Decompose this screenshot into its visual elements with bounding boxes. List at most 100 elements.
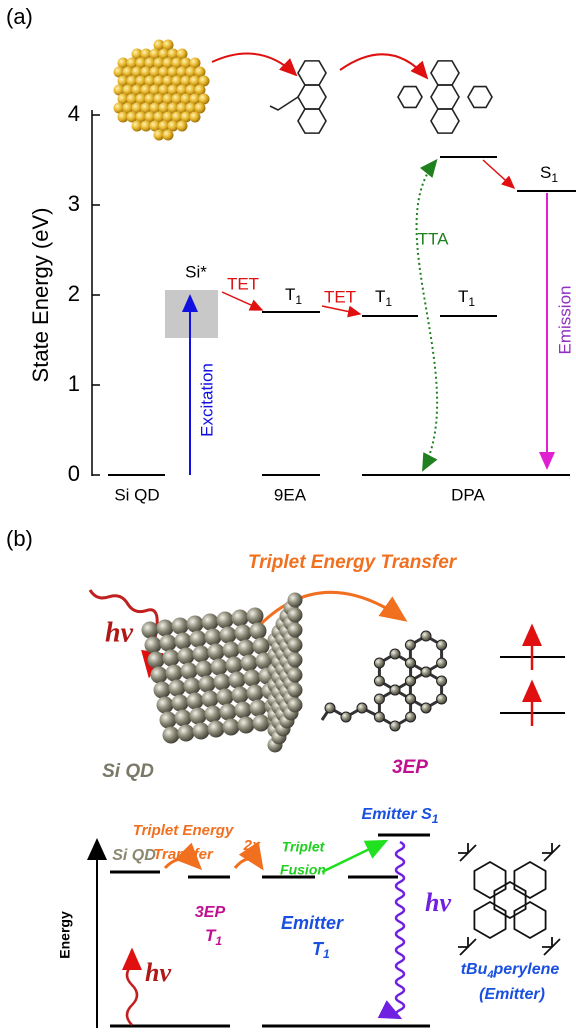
atom [158, 84, 170, 96]
atom [149, 66, 161, 78]
atom [198, 75, 210, 87]
atom [140, 120, 152, 132]
atom [198, 93, 210, 105]
atom [149, 120, 161, 132]
atom [177, 724, 195, 742]
atom [183, 677, 201, 695]
atom [153, 75, 165, 87]
atom [222, 718, 240, 736]
state-sub: 1 [323, 947, 330, 961]
levels [110, 833, 430, 1028]
atom [149, 48, 161, 60]
atom [131, 48, 143, 60]
atom [195, 660, 213, 678]
atom [287, 667, 303, 683]
state-label: T1 [375, 287, 392, 309]
state-main: Emitter S [362, 806, 433, 823]
transfer-arrow [233, 841, 264, 871]
atom [222, 641, 240, 659]
atom [389, 684, 401, 696]
state-sub: 1 [468, 295, 475, 309]
transfer-label: Triplet Energy [133, 822, 234, 839]
atom [234, 701, 252, 719]
atom [219, 703, 237, 721]
atom [158, 120, 170, 132]
atom [405, 711, 417, 723]
atom [194, 102, 206, 114]
atom [373, 711, 385, 723]
excitation-label: Excitation [197, 363, 216, 437]
atom [252, 637, 270, 655]
atom [231, 686, 249, 704]
fusion-arrow [321, 839, 389, 874]
ring [397, 85, 423, 109]
atom [117, 75, 129, 87]
atom [126, 57, 138, 69]
atom [404, 639, 416, 651]
x-label: DPA [451, 485, 485, 504]
atom [246, 607, 264, 625]
panel-label: (a) [6, 4, 33, 29]
atom [144, 57, 156, 69]
atom [153, 39, 165, 51]
atom [180, 93, 192, 105]
photon [88, 589, 165, 679]
atom [436, 675, 448, 687]
fusion-label: Fusion [280, 862, 326, 878]
atom [140, 48, 152, 60]
tbu [542, 843, 561, 862]
emitter-role: (Emitter) [479, 986, 545, 1003]
atom [231, 609, 249, 627]
state-sub: 1 [215, 934, 222, 948]
state-label: Emitter [281, 913, 344, 933]
atom [158, 48, 170, 60]
ring [513, 900, 547, 940]
atom [126, 111, 138, 123]
atom [159, 634, 177, 652]
atom [204, 628, 222, 646]
atom [168, 679, 186, 697]
y-axis-title: State Energy (eV) [28, 208, 53, 383]
atom [287, 652, 303, 668]
fusion-label: Triplet [282, 839, 326, 855]
atom [356, 702, 368, 714]
atom [204, 705, 222, 723]
atom [144, 93, 156, 105]
state-sub: 1 [551, 171, 558, 185]
hv-label: hν [105, 617, 134, 648]
tta-arrow [415, 158, 439, 472]
atom [122, 102, 134, 114]
atom [194, 66, 206, 78]
atom [185, 84, 197, 96]
atom [167, 66, 179, 78]
atom [243, 669, 261, 687]
atom [237, 639, 255, 657]
transfer-arrow [253, 590, 408, 632]
atom [144, 111, 156, 123]
atom [180, 75, 192, 87]
levels [108, 156, 576, 476]
ring [297, 84, 327, 110]
atom [180, 57, 192, 69]
atom [373, 657, 385, 669]
ring [430, 60, 460, 86]
tet-label: TET [324, 287, 356, 306]
atom [287, 622, 303, 638]
atom [216, 611, 234, 629]
atom [287, 637, 303, 653]
state-sub: 1 [385, 295, 392, 309]
state-main: T [458, 287, 468, 306]
atom [167, 102, 179, 114]
atom [171, 75, 183, 87]
atom [176, 66, 188, 78]
tbu [542, 937, 561, 956]
atom [162, 75, 174, 87]
state-label: T1 [285, 285, 302, 307]
ring [493, 880, 527, 920]
atom [213, 673, 231, 691]
ring [473, 900, 507, 940]
ring [467, 85, 493, 109]
atom [149, 102, 161, 114]
tet-arrow [321, 305, 362, 318]
atom [162, 649, 180, 667]
